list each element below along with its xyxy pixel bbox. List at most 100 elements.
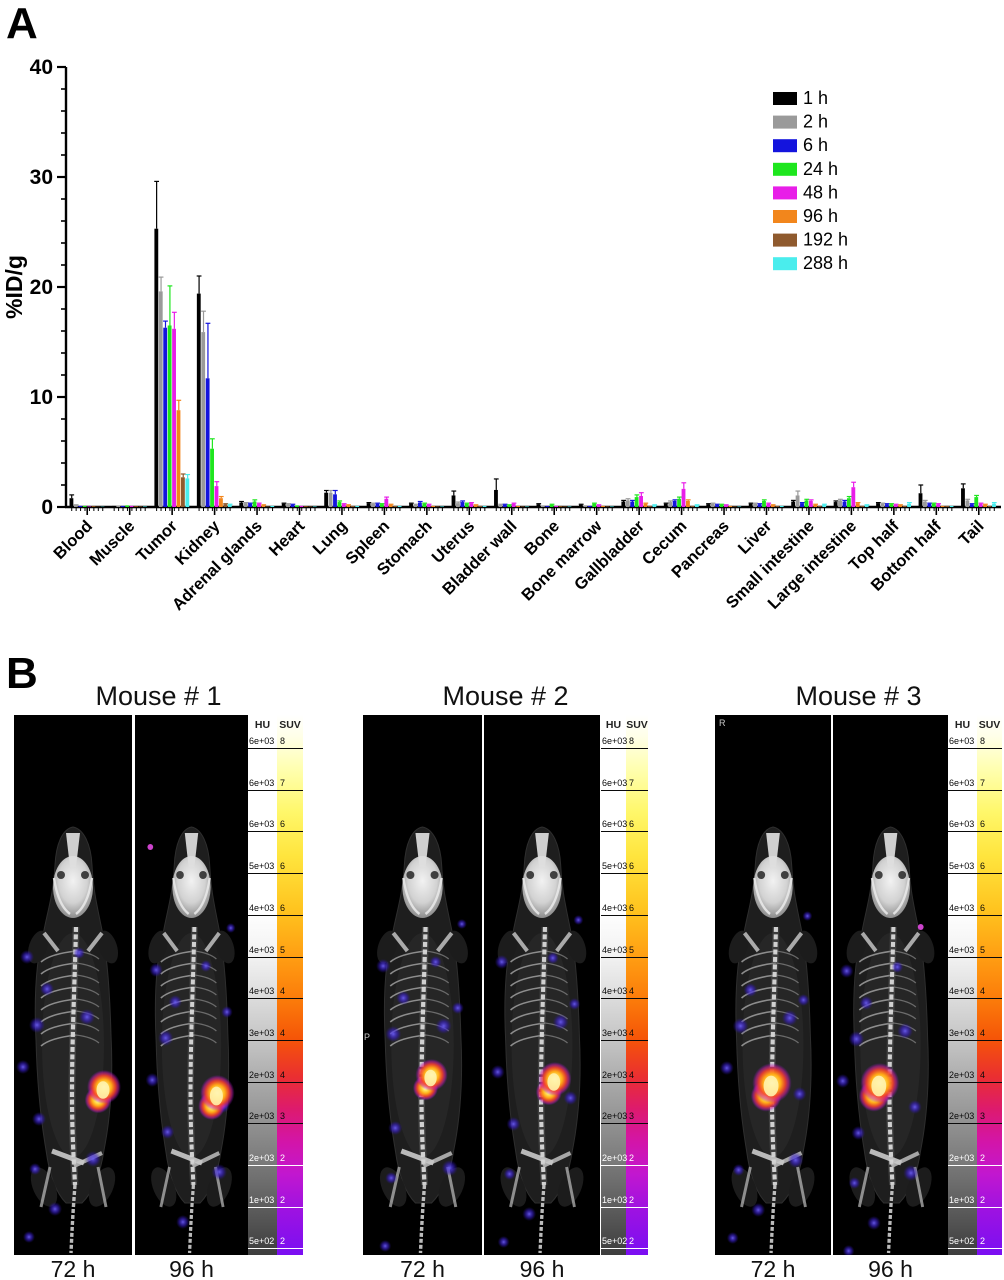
pet-ct-image-mouse2-96h (484, 715, 600, 1255)
scale-row-10: 2e+03 2 (601, 1153, 648, 1166)
scale-suv-value: 6 (629, 902, 635, 913)
bar-6h-pancreas (715, 504, 720, 507)
bar-192h-pancreas (732, 506, 737, 507)
bar-48h-top-half (893, 504, 898, 507)
scale-hu-value: 2e+03 (249, 1153, 275, 1163)
bar-288h-uterus (482, 505, 487, 507)
y-axis-label: %ID/g (1, 255, 27, 319)
y-tick-label: 20 (30, 276, 53, 299)
scale-suv-value: 2 (280, 1236, 286, 1247)
bar-1h-gallbladder (621, 501, 626, 507)
bar-1h-blood (69, 498, 74, 507)
bar-24h-muscle (125, 505, 130, 507)
legend-label: 2 h (803, 112, 828, 132)
bar-24h-heart (295, 505, 299, 507)
scale-hu-value: 5e+03 (249, 861, 275, 872)
scale-suv-value: 4 (280, 1069, 286, 1080)
scale-hu-value: 3e+03 (249, 1027, 275, 1038)
bar-2h-heart (286, 504, 291, 507)
y-tick-label: 10 (30, 386, 53, 409)
legend-label: 96 h (803, 206, 838, 226)
bar-192h-small-intestine (817, 505, 822, 507)
scale-suv-value: 8 (629, 736, 635, 746)
bar-6h-adrenal-glands (248, 503, 253, 507)
bar-6h-top-half (885, 504, 889, 507)
scale-suv-value: 3 (280, 1111, 286, 1122)
suv-gradient-strip (277, 715, 303, 1255)
scale-hu-value: 6e+03 (249, 736, 275, 746)
hu-header: HU (254, 719, 271, 731)
bar-192h-bone (563, 506, 567, 507)
scale-row-10: 2e+03 2 (248, 1153, 303, 1166)
scale-row-5: 4e+03 5 (248, 945, 303, 958)
bar-1h-tumor (154, 228, 159, 507)
legend-label: 288 h (803, 253, 848, 273)
bar-1h-small-intestine (791, 501, 796, 507)
scale-suv-value: 4 (280, 986, 286, 997)
scale-row-1: 6e+03 7 (601, 778, 648, 791)
scale-row-7: 3e+03 4 (601, 1028, 648, 1041)
bar-2h-small-intestine (795, 495, 800, 507)
scale-row-7: 3e+03 4 (948, 1028, 1002, 1041)
scale-row-8: 2e+03 4 (248, 1070, 303, 1083)
bar-96h-pancreas (728, 505, 733, 507)
scale-row-6: 4e+03 4 (248, 986, 303, 1000)
bar-48h-tail (978, 503, 983, 507)
bar-6h-stomach (418, 502, 422, 507)
scale-row-9: 2e+03 3 (601, 1111, 648, 1125)
bar-48h-bone-marrow (596, 505, 601, 507)
bar-6h-bone-marrow (587, 505, 592, 507)
bar-24h-bone (549, 504, 554, 507)
bar-288h-bone-marrow (609, 506, 614, 507)
bar-288h-cecum (694, 505, 699, 507)
scale-suv-value: 6 (629, 819, 635, 830)
bar-6h-blood (78, 505, 83, 507)
hu-suv-scale-mouse2: HU SUV 6e+03 8 6e+03 7 6e+03 6 5e+03 6 4e+03 6 4e+03… (601, 715, 648, 1255)
legend-swatch-6h (773, 139, 797, 153)
scale-hu-value: 4e+03 (602, 944, 628, 955)
bar-24h-top-half (889, 504, 894, 507)
bar-6h-small-intestine (800, 503, 804, 507)
pet-ct-image-mouse1-72h (14, 715, 132, 1255)
bar-2h-blood (73, 505, 78, 507)
scale-hu-value: 2e+03 (949, 1153, 975, 1163)
scale-suv-value: 3 (629, 1111, 635, 1122)
scale-hu-value: 4e+03 (249, 986, 275, 997)
bar-96h-bladder-wall (516, 505, 521, 507)
bar-192h-spleen (393, 505, 398, 507)
time-label-mouse3-72h: 72 h (750, 1256, 796, 1280)
bar-2h-stomach (413, 504, 418, 507)
suv-gradient-strip (626, 715, 648, 1255)
bar-1h-lung (324, 492, 329, 507)
legend-label: 1 h (803, 88, 828, 108)
bar-192h-top-half (902, 505, 907, 507)
bar-96h-bone (558, 506, 563, 507)
pet-ct-image-mouse3-96h (833, 715, 948, 1255)
scale-hu-value: 5e+03 (602, 861, 628, 872)
time-label-mouse1-96h: 96 h (169, 1256, 214, 1280)
bar-2h-kidney (201, 332, 206, 507)
scale-row-11: 1e+03 2 (601, 1195, 648, 1208)
mouse-title-2: Mouse # 2 (442, 681, 569, 711)
hu-header: HU (954, 719, 971, 731)
bar-192h-adrenal-glands (265, 506, 270, 507)
bar-96h-adrenal-glands (261, 505, 266, 507)
bar-6h-spleen (375, 503, 380, 507)
pet-ct-panel: Mouse # 1 72 h 96 h HU SUV 6e+03 8 6e+03 7 6e+0… (0, 655, 1004, 1280)
bar-288h-stomach (440, 506, 444, 507)
bar-48h-tumor (172, 328, 176, 507)
bar-6h-muscle (120, 505, 125, 507)
bar-288h-top-half (907, 503, 911, 507)
bar-2h-uterus (456, 503, 460, 507)
scale-row-0: 6e+03 8 (601, 736, 648, 749)
scale-suv-value: 2 (629, 1236, 635, 1247)
legend-label: 192 h (803, 230, 848, 250)
orientation-marker-p: P (364, 1032, 371, 1042)
bar-1h-heart (281, 503, 286, 507)
pet-ct-image-mouse1-96h (135, 715, 248, 1255)
time-label-mouse2-96h: 96 h (519, 1256, 565, 1280)
scale-hu-value: 5e+02 (949, 1236, 975, 1247)
pet-ct-image-mouse2-72h: P (363, 715, 482, 1255)
bar-288h-small-intestine (822, 504, 827, 507)
scale-hu-value: 6e+03 (949, 777, 975, 788)
